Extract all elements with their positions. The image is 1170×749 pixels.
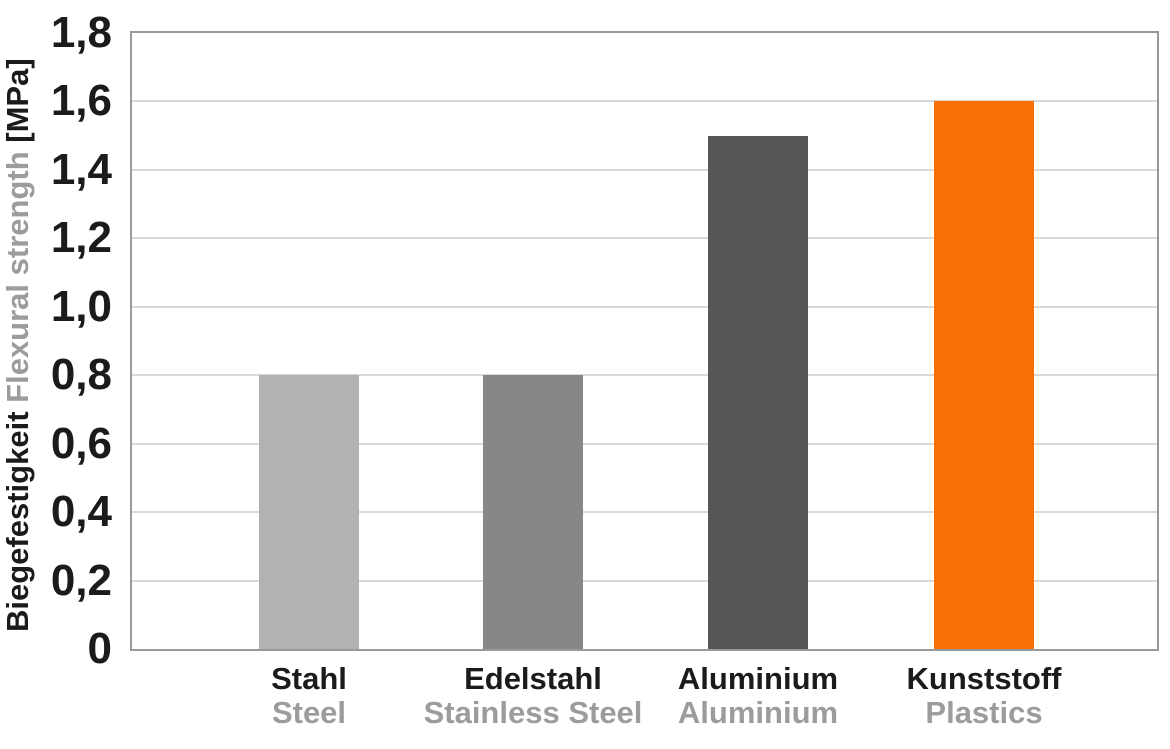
bar-kunststoff: [934, 101, 1034, 649]
plot-area: [130, 31, 1159, 651]
y-axis-tick-label: 0: [87, 624, 112, 673]
y-axis-tick-label: 1,4: [50, 144, 112, 194]
category-label-german: Stahl: [271, 661, 347, 696]
gridline: [132, 168, 1157, 171]
bar-aluminium: [708, 135, 808, 649]
bar-stahl: [259, 375, 359, 649]
category-label-german: Edelstahl: [464, 661, 602, 696]
gridline: [132, 511, 1157, 514]
y-axis-tick-label: 1,0: [50, 281, 112, 331]
category-label-german: Aluminium: [677, 661, 839, 696]
y-axis-tick-label: 0,4: [50, 487, 112, 537]
category-label-aluminium: Aluminium Aluminium: [678, 662, 838, 730]
category-label-english: Stainless Steel: [423, 695, 643, 730]
category-label-stahl: Stahl Steel: [271, 662, 347, 730]
category-label-english: Aluminium: [677, 695, 839, 730]
gridline: [132, 237, 1157, 240]
gridline: [132, 100, 1157, 103]
y-axis-tick-label: 1,2: [50, 213, 112, 263]
y-axis-tick-label: 0,6: [50, 418, 112, 468]
gridline: [132, 374, 1157, 377]
y-axis-tick-label: 1,8: [50, 8, 112, 57]
gridline: [132, 305, 1157, 308]
y-axis-tick-label: 0,2: [50, 555, 112, 605]
bar-edelstahl: [483, 375, 583, 649]
gridline: [132, 442, 1157, 445]
y-axis-tick-label: 1,6: [50, 76, 112, 126]
category-label-english: Plastics: [925, 695, 1043, 730]
category-label-german: Kunststoff: [906, 661, 1062, 696]
category-label-edelstahl: Edelstahl Stainless Steel: [424, 662, 643, 730]
y-axis-tick-label: 0,8: [50, 350, 112, 400]
gridline: [132, 579, 1157, 582]
category-label-kunststoff: Kunststoff Plastics: [907, 662, 1062, 730]
category-label-english: Steel: [271, 695, 347, 730]
